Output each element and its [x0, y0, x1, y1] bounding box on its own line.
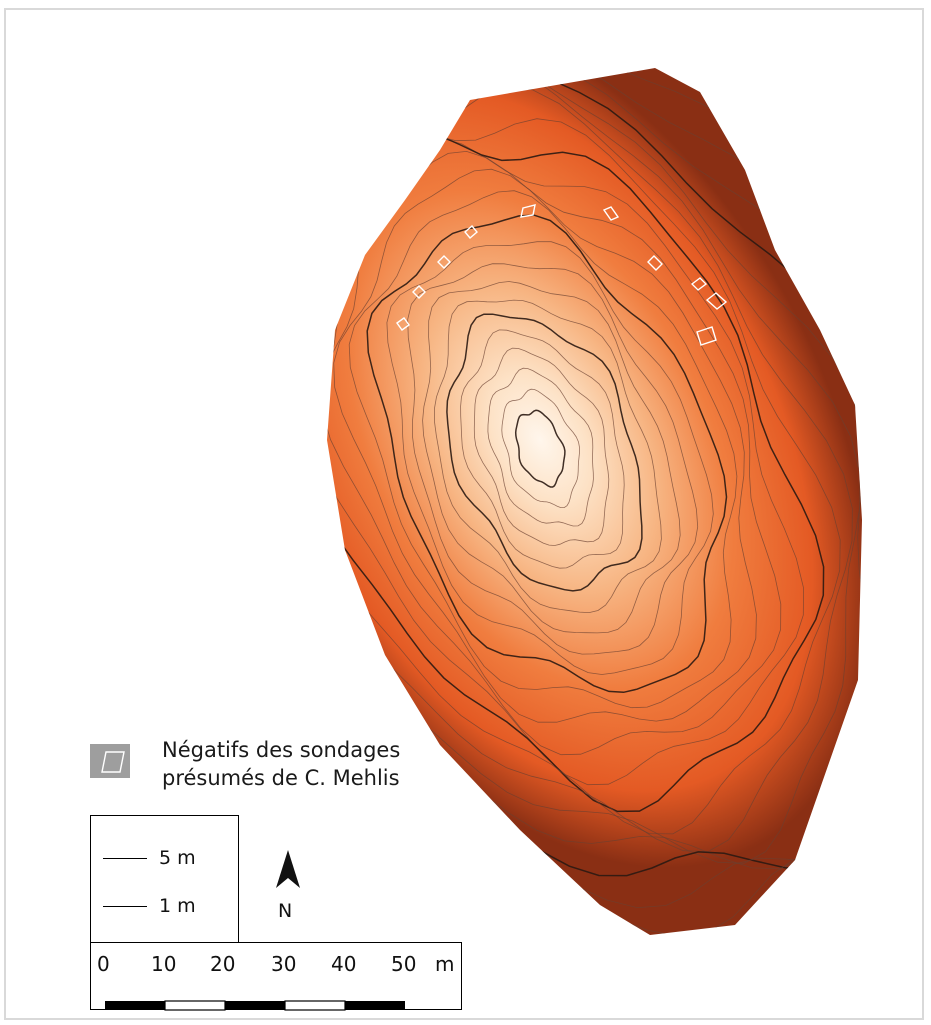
contour-minor: [327, 68, 861, 864]
scale-tick-label: 20: [210, 952, 236, 976]
contour-major-line-icon: [103, 857, 147, 859]
contour-legend-minor: 1 m: [103, 895, 196, 917]
sondage-marker: [396, 317, 410, 331]
sondage-marker: [690, 277, 708, 291]
sondage-marker: [647, 255, 663, 271]
sondage-marker: [437, 255, 451, 269]
contour-major: [446, 313, 643, 592]
scale-tick-label: 50: [391, 952, 417, 976]
north-label: N: [278, 900, 293, 922]
sondage-marker: [602, 206, 620, 221]
contour-major: [514, 409, 566, 488]
scale-tick-label: 30: [271, 952, 297, 976]
map-frame: [4, 8, 924, 1020]
mound-surface: [327, 68, 862, 935]
scale-tick-label: 40: [331, 952, 357, 976]
north-arrow-icon: [276, 850, 300, 888]
contour-minor: [422, 281, 681, 634]
sondage-legend-line2: présumés de C. Mehlis: [162, 766, 400, 790]
contour-legend: 5 m 1 m: [90, 815, 239, 943]
contour-minor: [487, 367, 594, 527]
scale-unit-label: m: [435, 952, 455, 976]
contour-legend-major: 5 m: [103, 847, 196, 869]
contour-minor: [327, 137, 805, 786]
sondage-marker: [412, 285, 426, 299]
sondage-marker: [464, 225, 478, 239]
contour-minor-label: 1 m: [159, 895, 196, 917]
contour-minor: [473, 347, 610, 546]
sondage-markers: [396, 204, 728, 346]
contour-minor: [386, 241, 714, 675]
scale-tick-label: 10: [151, 952, 177, 976]
contour-major: [366, 214, 728, 694]
contour-minor-line-icon: [103, 905, 147, 907]
scale-tick-label: 0: [97, 952, 110, 976]
sondage-marker: [705, 292, 728, 310]
contour-major: [327, 127, 825, 813]
contour-major-label: 5 m: [159, 847, 196, 869]
contour-minor: [348, 190, 738, 709]
sondage-legend-label: Négatifs des sondages présumés de C. Meh…: [162, 736, 400, 792]
contour-minor: [460, 329, 625, 569]
scale-bar: 0 10 20 30 40 50 m: [90, 942, 462, 1011]
contour-minor: [407, 263, 699, 655]
contour-minor: [327, 150, 782, 756]
sondage-marker: [696, 326, 717, 346]
contour-minor: [433, 299, 662, 614]
scale-bar-segments: [105, 1000, 405, 1011]
sondage-marker: [520, 204, 536, 218]
sondage-legend-swatch: [90, 744, 130, 778]
sondage-legend-line1: Négatifs des sondages: [162, 738, 401, 762]
contour-minor: [501, 388, 580, 509]
